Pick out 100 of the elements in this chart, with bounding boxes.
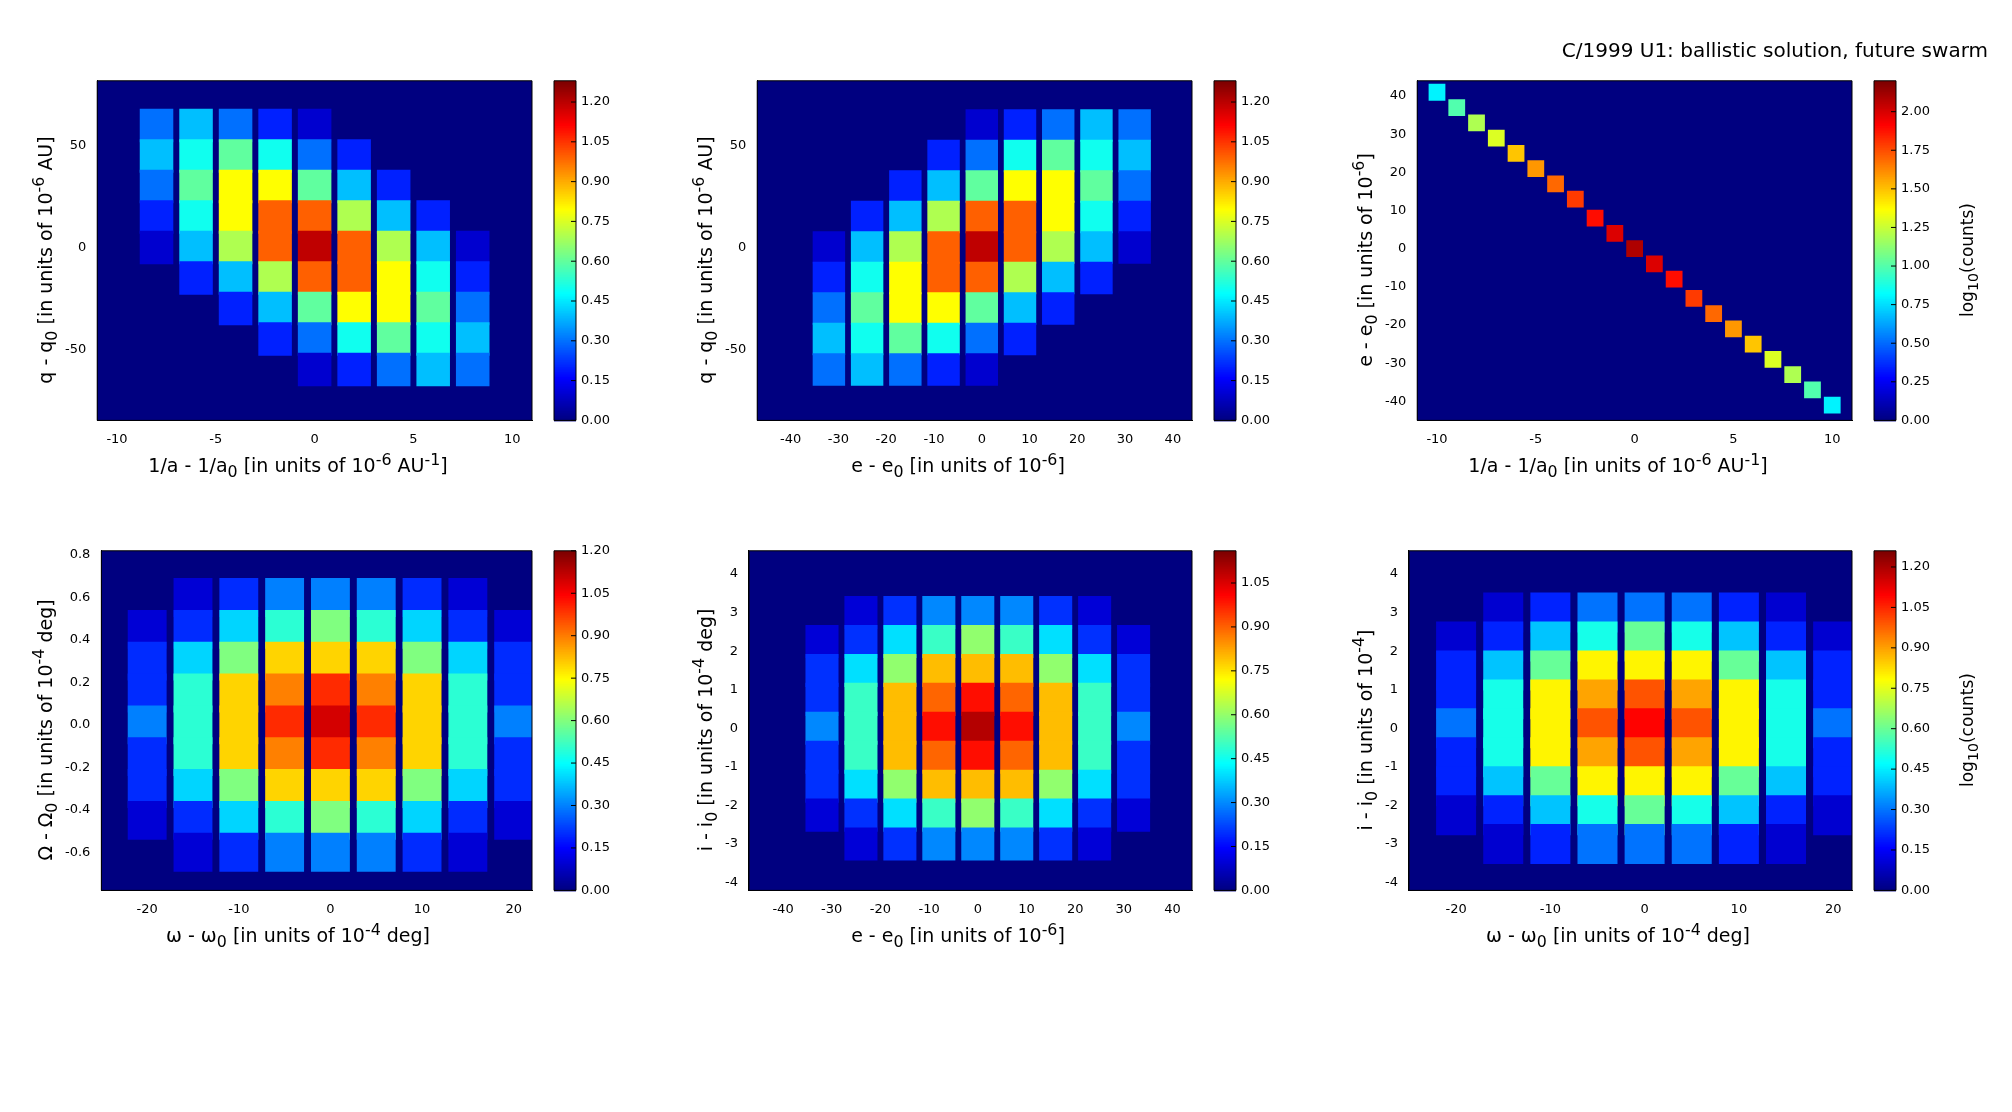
x-tick-label: -10 <box>106 430 128 446</box>
x-tick-label: -10 <box>923 430 945 446</box>
x-tick-label: 10 <box>1730 900 1748 916</box>
color-bar-label: 1.20 <box>581 93 610 109</box>
color-bar-label: 1.05 <box>1241 574 1270 590</box>
y-tick-label: -0.2 <box>64 758 91 774</box>
color-bar-label: 0.30 <box>1241 332 1270 348</box>
color-bar-label: 0.30 <box>581 796 610 812</box>
x-tick-label: -20 <box>869 900 892 916</box>
color-bar-label: 0.90 <box>581 172 610 188</box>
color-bar-label: 0.90 <box>1241 172 1270 188</box>
y-tick-label: 40 <box>1389 87 1407 103</box>
y-tick-label: 0.2 <box>69 673 91 689</box>
x-axis-title: e - e$_{0}$ [in units of 10$^{-6}$] <box>850 450 1066 484</box>
y-tick-label: 20 <box>1389 163 1407 179</box>
color-bar-label: 1.00 <box>1901 257 1930 273</box>
x-tick-label: -10 <box>228 900 250 916</box>
y-tick-label: 0.0 <box>69 716 91 732</box>
y-tick-label: -3 <box>1384 835 1398 851</box>
y-tick-label: 50 <box>729 137 747 153</box>
x-axis-title: 1/a - 1/a$_{0}$ [in units of 10$^{-6}$ AU$^{-1}$] <box>147 450 449 484</box>
x-tick-label: 0 <box>310 430 319 446</box>
y-tick-label: -50 <box>725 340 747 356</box>
x-tick-label: 10 <box>1021 430 1038 446</box>
color-bar-label: 1.20 <box>1901 558 1930 574</box>
color-bar-label: 0.25 <box>1901 373 1930 389</box>
y-tick-label: 3 <box>729 603 738 619</box>
color-bar-label: 1.20 <box>1241 93 1270 109</box>
color-bar-label: 0.30 <box>1901 800 1930 816</box>
color-bar-label: 0.45 <box>581 292 610 308</box>
x-axis-title: ω - ω$_{0}$ [in units of 10$^{-4}$ deg] <box>165 920 431 954</box>
color-bar-label: 0.15 <box>581 839 610 855</box>
y-tick-label: -50 <box>65 340 87 356</box>
x-tick-label: -20 <box>136 900 158 916</box>
y-tick-label: 0.8 <box>69 546 91 562</box>
x-axis-title: e - e$_{0}$ [in units of 10$^{-6}$] <box>850 920 1066 954</box>
x-tick-label: -30 <box>827 430 850 446</box>
color-bar-label: 0.00 <box>1241 411 1270 427</box>
x-tick-label: 10 <box>413 900 431 916</box>
x-tick-label: -10 <box>1539 900 1561 916</box>
color-bar-label: 0.60 <box>581 252 610 268</box>
y-tick-label: 3 <box>1389 603 1398 619</box>
color-bar-label: 0.00 <box>1901 411 1930 427</box>
color-bar-label: 0.15 <box>1241 837 1270 853</box>
x-tick-label: 10 <box>1018 900 1035 916</box>
y-tick-label: 4 <box>729 565 738 581</box>
color-bar-label: 1.05 <box>1901 598 1930 614</box>
y-tick-label: -20 <box>1385 316 1407 332</box>
x-tick-label: 5 <box>409 430 418 446</box>
y-tick-label: 0 <box>737 238 747 254</box>
color-bar-label: 1.05 <box>1241 133 1270 149</box>
y-tick-label: -2 <box>1384 796 1398 812</box>
y-tick-label: 0 <box>1397 240 1407 256</box>
color-bar-label: 0.75 <box>581 212 610 228</box>
y-tick-label: -1 <box>724 758 738 774</box>
color-bar-label: 0.75 <box>1901 296 1930 311</box>
y-tick-label: 0 <box>729 719 738 735</box>
color-bar-label: 0.15 <box>1901 841 1930 857</box>
y-tick-label: 0 <box>77 238 87 254</box>
y-tick-label: -0.4 <box>64 801 91 817</box>
y-tick-label: 1 <box>729 681 738 697</box>
y-tick-label: -2 <box>724 796 738 812</box>
color-bar-label: 0.90 <box>581 627 610 643</box>
color-bar-label: 0.90 <box>1241 618 1270 634</box>
color-bar-label: 0.45 <box>581 754 610 770</box>
y-tick-label: -4 <box>724 874 738 890</box>
y-tick-label: -30 <box>1385 354 1407 370</box>
x-tick-label: 30 <box>1115 900 1133 916</box>
color-bar-label: 0.75 <box>1901 679 1930 695</box>
y-tick-label: 1 <box>1389 681 1398 697</box>
color-bar-label: 2.00 <box>1901 103 1930 119</box>
y-tick-label: -4 <box>1384 874 1398 890</box>
x-tick-label: -40 <box>780 430 802 446</box>
y-tick-label: 30 <box>1389 125 1407 141</box>
color-bar-label: 0.30 <box>581 332 610 348</box>
color-bar-label: 0.60 <box>1901 720 1930 736</box>
color-bar-label: 0.60 <box>1241 252 1270 268</box>
color-bar-label: 0.60 <box>1241 706 1270 722</box>
y-tick-label: -3 <box>724 835 738 851</box>
color-bar-label: 1.05 <box>581 584 610 600</box>
color-bar-label: 0.45 <box>1241 750 1270 766</box>
x-tick-label: -20 <box>1445 900 1467 916</box>
color-bar-label: 1.05 <box>581 133 610 149</box>
y-tick-label: -10 <box>1385 278 1407 294</box>
color-bar-label: 0.75 <box>1241 662 1270 678</box>
x-tick-label: 40 <box>1164 900 1181 916</box>
y-tick-label: 0.6 <box>69 588 91 604</box>
color-bar-label: 0.50 <box>1901 334 1930 350</box>
x-tick-label: 0 <box>1640 900 1649 916</box>
color-bar-label: 0.30 <box>1241 793 1270 809</box>
x-tick-label: 20 <box>1066 900 1084 916</box>
x-tick-label: 0 <box>1630 430 1639 446</box>
chart-title: C/1999 U1: ballistic solution, future swarm <box>1560 38 1988 64</box>
y-tick-label: 2 <box>1389 642 1398 658</box>
color-bar-label: 1.50 <box>1901 180 1930 196</box>
color-bar-label: 1.25 <box>1901 218 1930 234</box>
x-tick-label: 0 <box>977 430 986 446</box>
x-tick-label: 20 <box>1824 900 1842 916</box>
color-bar-label: 0.75 <box>1241 212 1270 228</box>
x-tick-label: 40 <box>1164 430 1182 446</box>
